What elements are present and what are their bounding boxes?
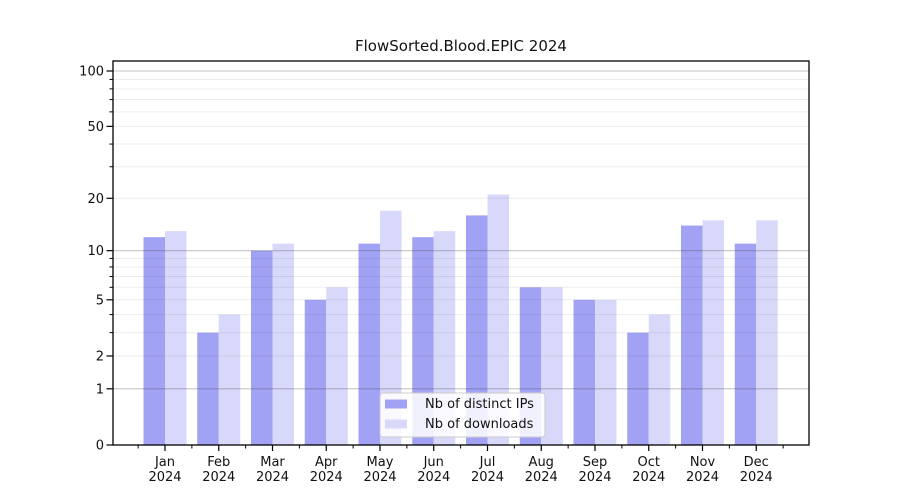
bar-downloads-may: [380, 210, 402, 445]
bar-ips-may: [358, 243, 380, 445]
x-tick-label: Nov 2024: [686, 455, 719, 485]
gridlines-layer: [113, 70, 809, 390]
bar-ips-mar: [251, 250, 273, 445]
y-tick-label: 1: [96, 382, 104, 397]
bar-ips-sep: [573, 299, 595, 445]
bar-ips-apr: [304, 299, 327, 445]
legend-box: [379, 392, 546, 438]
bar-downloads-apr: [326, 287, 348, 445]
bar-downloads-oct: [648, 314, 671, 445]
x-tick-label: Aug 2024: [525, 455, 558, 485]
bar-downloads-feb: [218, 314, 241, 445]
legend-swatch-1: [385, 419, 407, 429]
x-tick-label: Jan 2024: [148, 455, 181, 485]
bar-ips-feb: [197, 332, 219, 445]
y-tick-label: 2: [96, 349, 104, 364]
bar-ips-jan: [143, 237, 165, 445]
legend-swatch-0: [385, 399, 407, 409]
tick-labels-layer: 0 1 2 5 10 20 50 100 Jan 2024 Feb 2024 Mar 2024 Apr 202…: [79, 65, 773, 486]
x-tick-label: Jul 2024: [471, 455, 504, 485]
x-tick-label: May 2024: [363, 455, 396, 485]
ticks-layer: [106, 70, 784, 451]
legend-label-0: Nb of distinct IPs: [425, 397, 534, 412]
bar-ips-nov: [681, 225, 703, 445]
y-tick-label: 20: [87, 192, 104, 207]
x-tick-label: Jun 2024: [417, 455, 450, 485]
bar-downloads-nov: [702, 220, 724, 445]
x-tick-label: Oct 2024: [632, 455, 665, 485]
legend-label-1: Nb of downloads: [425, 417, 534, 432]
bars-layer: [143, 194, 778, 445]
bar-downloads-dec: [756, 220, 778, 445]
y-tick-label: 50: [87, 120, 104, 135]
x-tick-label: Mar 2024: [256, 455, 289, 485]
bar-downloads-jun: [433, 231, 456, 445]
bar-ips-dec: [734, 243, 757, 445]
bar-downloads-mar: [272, 243, 294, 445]
chart-title: FlowSorted.Blood.EPIC 2024: [355, 37, 567, 55]
bar-downloads-jul: [487, 194, 509, 445]
bar-ips-oct: [627, 332, 649, 445]
y-tick-label: 0: [96, 439, 104, 454]
x-tick-label: Apr 2024: [310, 455, 343, 485]
y-tick-label: 5: [96, 293, 104, 308]
bar-ips-jul: [466, 215, 488, 445]
x-tick-label: Sep 2024: [578, 455, 611, 485]
x-tick-label: Dec 2024: [740, 455, 773, 485]
bar-downloads-sep: [595, 299, 617, 445]
y-tick-label: 10: [87, 244, 104, 259]
x-tick-label: Feb 2024: [202, 455, 235, 485]
y-tick-label: 100: [79, 65, 104, 80]
bar-downloads-jan: [165, 231, 187, 445]
legend: Nb of distinct IPs Nb of downloads: [379, 392, 546, 438]
bar-downloads-aug: [541, 287, 563, 445]
